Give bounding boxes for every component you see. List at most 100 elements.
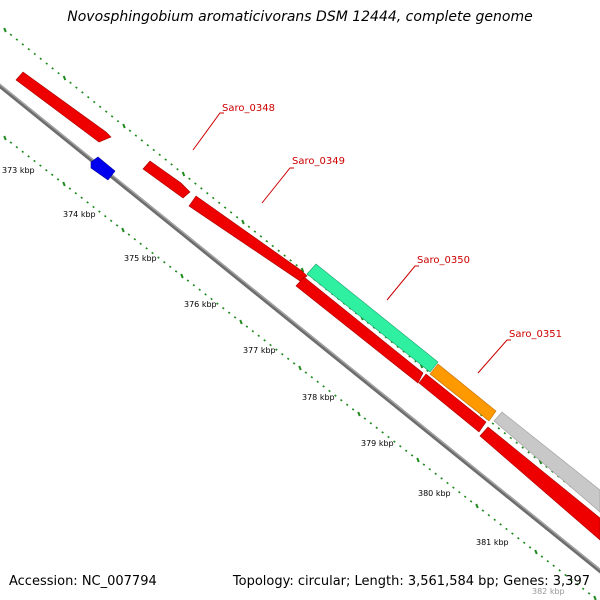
- tick-minor: [15, 38, 19, 41]
- gene-saro-0348-arrow[interactable]: [142, 160, 191, 199]
- tick-major: [593, 595, 597, 600]
- genome-backbone-highlight: [0, 83, 600, 571]
- tick-minor: [87, 95, 90, 99]
- gene-feature-gray-1[interactable]: [493, 411, 600, 513]
- tick-minor: [393, 440, 396, 443]
- tick-minor: [517, 536, 520, 540]
- tick-minor: [50, 173, 54, 177]
- tick-minor: [491, 422, 495, 425]
- gene-features: [15, 71, 600, 541]
- tick-major: [181, 171, 186, 177]
- tick-minor: [15, 145, 19, 149]
- tick-minor: [404, 449, 408, 453]
- callout-lines: [192, 112, 511, 374]
- tick-minor: [509, 436, 513, 440]
- gene-label-saro-0350[interactable]: Saro_0350: [417, 255, 470, 266]
- tick-minor: [469, 500, 473, 503]
- tick-minor: [163, 260, 166, 264]
- gene-label-saro-0349[interactable]: Saro_0349: [292, 156, 345, 167]
- gene-label-saro-0348[interactable]: Saro_0348: [222, 103, 275, 114]
- tick-guide-lower: [3, 135, 597, 600]
- scale-label-382: 382 kbp: [532, 587, 565, 596]
- tick-major: [3, 27, 7, 33]
- tick-minor: [194, 182, 197, 185]
- tick-minor: [233, 316, 237, 319]
- tick-minor: [295, 263, 298, 267]
- tick-minor: [57, 71, 60, 75]
- tick-minor: [304, 371, 308, 374]
- tick-minor: [263, 339, 266, 342]
- tick-minor: [581, 587, 585, 591]
- tick-major: [298, 365, 302, 371]
- tick-minor: [511, 532, 514, 535]
- gene-saro-0349-arrow[interactable]: [188, 195, 308, 282]
- tick-minor: [74, 191, 78, 195]
- tick-minor: [210, 297, 213, 301]
- tick-minor: [257, 334, 260, 338]
- gene-saro-0351-arrow[interactable]: [429, 363, 497, 422]
- gene-feature-red-3[interactable]: [418, 373, 487, 433]
- scale-label-374: 374 kbp: [63, 210, 96, 219]
- tick-minor: [223, 206, 227, 209]
- gene-feature-red-1[interactable]: [15, 71, 112, 143]
- tick-minor: [503, 431, 507, 435]
- tick-minor: [9, 141, 13, 144]
- tick-minor: [528, 546, 532, 549]
- tick-minor: [21, 43, 25, 46]
- tick-minor: [334, 394, 337, 397]
- tick-minor: [363, 417, 367, 420]
- callout-line-saro-0351: [477, 339, 511, 374]
- tick-major: [239, 319, 243, 325]
- tick-minor: [408, 355, 411, 358]
- scale-labels: 373 kbp 374 kbp 375 kbp 376 kbp 377 kbp …: [2, 166, 565, 596]
- tick-minor: [33, 52, 36, 56]
- tick-minor: [414, 359, 417, 363]
- gene-feature-red-4[interactable]: [479, 426, 600, 541]
- tick-minor: [109, 219, 113, 223]
- tick-minor: [410, 454, 414, 457]
- tick-minor: [145, 247, 148, 250]
- tick-minor: [51, 67, 54, 70]
- tick-major: [62, 75, 67, 81]
- tick-minor: [27, 47, 31, 51]
- tick-minor: [146, 143, 150, 147]
- tick-minor: [115, 224, 119, 227]
- tick-major: [475, 503, 479, 509]
- callout-line-saro-0349: [261, 167, 294, 204]
- tick-minor: [527, 451, 530, 454]
- tick-minor: [170, 163, 173, 166]
- tick-major: [3, 135, 7, 141]
- tick-minor: [259, 235, 263, 238]
- tick-major: [416, 457, 420, 463]
- gene-saro-0350-arrow[interactable]: [306, 263, 439, 373]
- tick-major: [357, 411, 361, 417]
- tick-minor: [235, 215, 239, 219]
- tick-minor: [481, 509, 485, 512]
- tick-minor: [33, 159, 36, 163]
- gene-feature-blue-1[interactable]: [90, 156, 116, 181]
- tick-minor: [81, 91, 84, 94]
- callout-line-saro-0348: [192, 112, 224, 151]
- tick-minor: [134, 134, 138, 137]
- tick-minor: [396, 345, 399, 349]
- tick-minor: [45, 168, 48, 172]
- tick-minor: [310, 375, 314, 379]
- tick-minor: [402, 350, 405, 353]
- tick-minor: [222, 306, 225, 310]
- tick-guide-upper: [3, 27, 600, 513]
- tick-minor: [140, 139, 144, 142]
- gene-label-saro-0351[interactable]: Saro_0351: [509, 329, 562, 340]
- tick-minor: [316, 380, 319, 384]
- tick-minor: [564, 573, 567, 577]
- gene-feature-red-2[interactable]: [295, 276, 424, 384]
- tick-minor: [253, 230, 257, 233]
- tick-major: [121, 227, 125, 233]
- tick-minor: [422, 463, 426, 466]
- tick-minor: [399, 444, 402, 448]
- tick-minor: [384, 335, 388, 339]
- tick-major: [534, 549, 538, 555]
- tick-minor: [186, 279, 190, 282]
- tick-minor: [551, 470, 554, 473]
- tick-minor: [458, 490, 461, 494]
- tick-minor: [434, 472, 437, 476]
